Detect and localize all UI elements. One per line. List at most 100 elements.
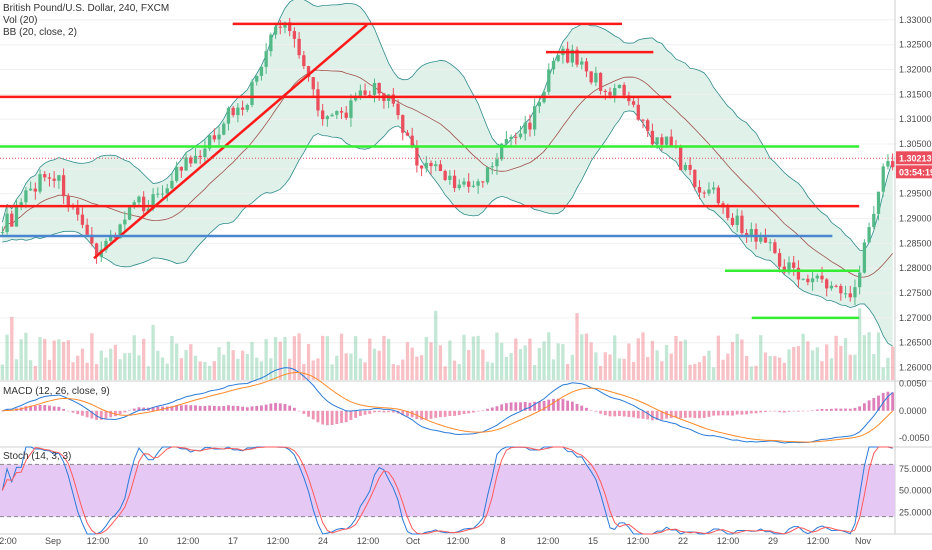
candle-body (617, 84, 622, 89)
candle-body (363, 90, 367, 95)
volume-bar (853, 354, 857, 380)
time-tick-label: 12:00 (177, 536, 200, 546)
volume-bar (773, 356, 777, 380)
volume-bar (481, 349, 485, 380)
candle-body (881, 166, 885, 192)
candle-body (297, 38, 301, 56)
bb-upper-band (1, 0, 894, 251)
volume-bar (127, 352, 132, 380)
macd-histogram-bar (688, 410, 692, 418)
macd-histogram-bar (48, 405, 51, 411)
macd-histogram-bar (632, 410, 635, 418)
macd-histogram-bar (165, 406, 169, 411)
volume-bar (679, 341, 683, 380)
volume-bar (655, 350, 659, 380)
volume-bar (862, 335, 867, 380)
volume-bar (735, 333, 739, 380)
vol-legend[interactable]: Vol (20) (3, 15, 38, 26)
candle-body (646, 120, 650, 131)
candle-body (377, 83, 381, 94)
time-tick-label: Oct (406, 536, 421, 546)
volume-bar (485, 361, 490, 380)
macd-histogram-bar (749, 410, 753, 414)
macd-histogram-bar (797, 410, 800, 412)
stoch-band (0, 464, 895, 517)
symbol-title[interactable]: British Pound/U.S. Dollar, 240, FXCM (3, 3, 170, 14)
macd-histogram-bar (241, 406, 245, 411)
countdown-tag (896, 165, 932, 179)
macd-histogram-bar (71, 410, 75, 413)
bb-legend[interactable]: BB (20, close, 2) (3, 27, 77, 38)
macd-histogram-bar (698, 410, 701, 419)
volume-bar (424, 336, 428, 380)
volume-bar (448, 340, 452, 380)
candle-body (759, 237, 763, 242)
candle-body (443, 170, 447, 180)
macd-histogram-bar (255, 405, 259, 411)
candle-body (839, 286, 843, 294)
volume-bar (405, 342, 410, 380)
volume-bar (584, 333, 589, 380)
macd-histogram-bar (693, 410, 697, 419)
time-tick-label: Nov (855, 536, 872, 546)
candle-body (127, 207, 132, 220)
macd-histogram-bar (118, 410, 122, 415)
candle-body (47, 177, 52, 179)
volume-bar (523, 345, 527, 380)
time-tick-label: 12:00 (807, 536, 830, 546)
macd-histogram-bar (401, 410, 405, 416)
macd-legend[interactable]: MACD (12, 26, close, 9) (3, 386, 110, 397)
macd-histogram-bar (537, 401, 541, 411)
macd-histogram-bar (542, 400, 546, 411)
macd-histogram-bar (0, 410, 4, 412)
stoch-legend[interactable]: Stoch (14, 3, 3) (3, 451, 72, 462)
volume-bar (613, 335, 617, 380)
volume-bar (650, 340, 655, 380)
macd-histogram-bar (665, 410, 668, 419)
candle-body (410, 135, 414, 146)
volume-bar (721, 359, 725, 380)
candle-body (174, 166, 179, 181)
volume-bar (330, 364, 334, 380)
volume-bar (810, 350, 815, 380)
time-tick-label: 12:00 (357, 536, 380, 546)
macd-histogram-bar (533, 401, 537, 411)
candle-body (156, 193, 160, 195)
macd-histogram-bar (792, 410, 796, 412)
time-tick-label: 10 (138, 536, 148, 546)
candle-body (735, 215, 739, 225)
volume-bar (443, 366, 447, 380)
macd-histogram-bar (570, 401, 574, 411)
candle-body (509, 136, 513, 140)
macd-histogram-bar (406, 410, 409, 417)
volume-bar (806, 341, 810, 380)
price-tick-label: 1.28000 (899, 263, 932, 273)
macd-histogram-bar (420, 410, 424, 420)
candle-body (810, 278, 815, 283)
volume-bar (759, 335, 763, 380)
volume-bar (763, 352, 768, 380)
volume-bar (462, 334, 466, 380)
volume-bar (617, 358, 622, 380)
volume-bar (71, 362, 75, 380)
candle-body (528, 122, 532, 130)
candle-body (372, 83, 377, 95)
candle-body (142, 196, 146, 212)
time-tick-label: 12:00 (717, 536, 740, 546)
candle-body (339, 111, 344, 113)
volume-bar (660, 361, 664, 380)
signal-line (2, 371, 893, 443)
candle-body (14, 206, 19, 227)
candle-body (867, 227, 871, 243)
candle-body (311, 77, 315, 90)
volume-bar (434, 310, 438, 380)
volume-bar (631, 361, 636, 380)
candle-body (113, 236, 118, 239)
volume-bar (476, 335, 480, 380)
macd-histogram-bar (519, 402, 522, 411)
macd-histogram-bar (278, 403, 282, 411)
volume-bar (118, 359, 122, 380)
volume-bar (311, 360, 315, 380)
volume-bar (570, 354, 574, 380)
